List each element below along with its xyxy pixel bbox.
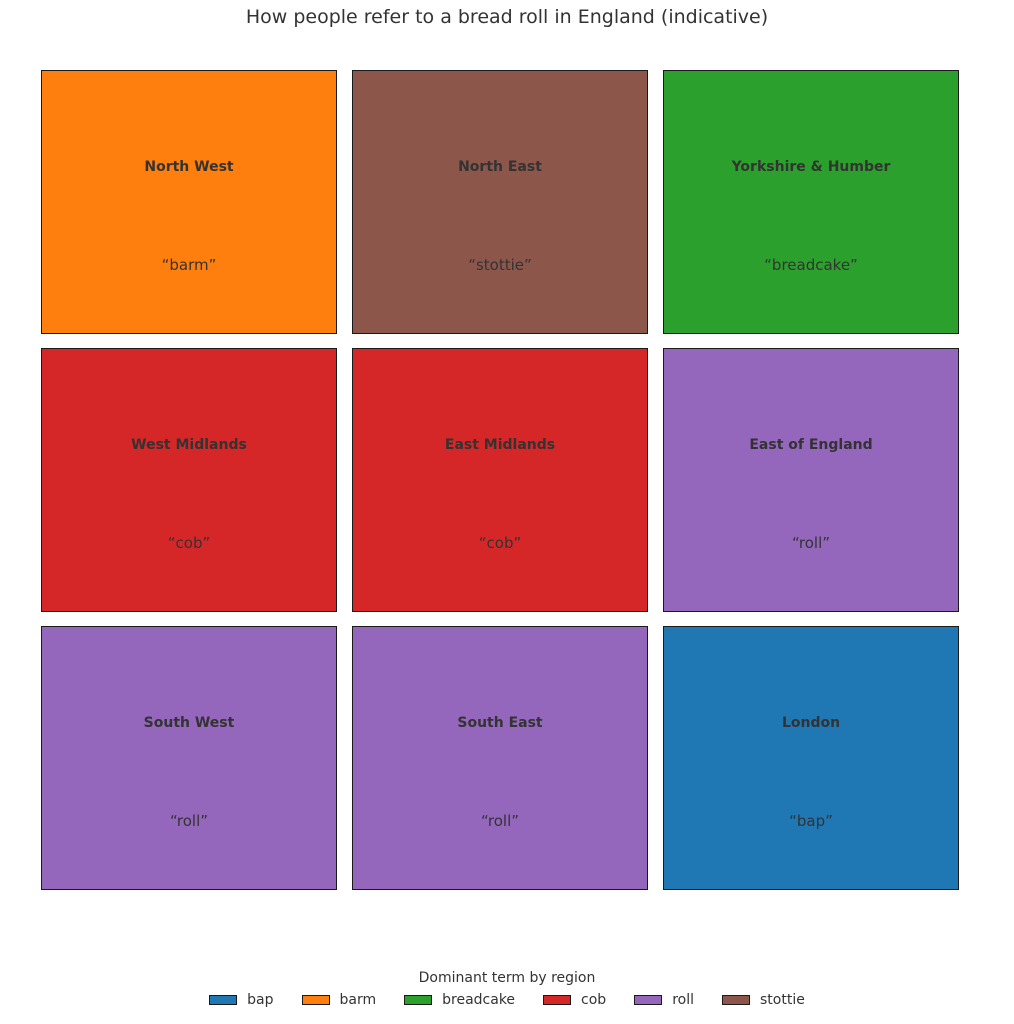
region-tile: South West “roll” (41, 626, 337, 890)
region-label: Yorkshire & Humber (731, 159, 891, 175)
region-label: South East (457, 715, 543, 731)
legend-item: breadcake (404, 992, 515, 1008)
region-label: London (781, 715, 841, 731)
term-label: “breadcake” (764, 256, 858, 274)
legend-swatch (209, 995, 238, 1005)
legend-label: breadcake (442, 992, 516, 1008)
term-label: “roll” (791, 534, 831, 552)
legend-item: roll (634, 992, 694, 1008)
legend-item: stottie (722, 992, 805, 1008)
legend-swatch (634, 995, 663, 1005)
region-tile: East Midlands “cob” (352, 348, 648, 612)
region-tile: Yorkshire & Humber “breadcake” (663, 70, 959, 334)
chart-title: How people refer to a bread roll in Engl… (245, 6, 769, 28)
region-tile: East of England “roll” (663, 348, 959, 612)
legend-label: stottie (760, 992, 805, 1008)
term-label: “cob” (478, 534, 522, 552)
region-tile: North West “barm” (41, 70, 337, 334)
legend-label: cob (581, 992, 607, 1008)
term-label: “cob” (167, 534, 211, 552)
term-label: “roll” (169, 812, 209, 830)
legend-label: barm (339, 992, 377, 1008)
region-tile: South East “roll” (352, 626, 648, 890)
legend-item: barm (301, 992, 377, 1008)
term-label: “bap” (789, 812, 833, 830)
region-label: North East (458, 159, 542, 175)
term-label: “stottie” (468, 256, 532, 274)
legend-item: cob (543, 992, 606, 1008)
legend-label: bap (247, 992, 274, 1008)
legend-swatch (404, 995, 433, 1005)
legend-swatch (301, 995, 330, 1005)
legend-label: roll (672, 992, 694, 1008)
region-label: South West (143, 715, 235, 731)
term-label: “roll” (480, 812, 520, 830)
region-tile: West Midlands “cob” (41, 348, 337, 612)
legend-item: bap (209, 992, 274, 1008)
legend-title: Dominant term by region (418, 970, 596, 986)
region-label: East of England (749, 437, 873, 453)
region-tile: North East “stottie” (352, 70, 648, 334)
region-label: North West (144, 159, 234, 175)
region-tile: London “bap” (663, 626, 959, 890)
legend-swatch (543, 995, 572, 1005)
term-label: “barm” (161, 256, 217, 274)
legend-swatch (722, 995, 750, 1005)
region-label: West Midlands (131, 437, 247, 453)
legend: bap barm breadcake cob roll stottie (0, 992, 1014, 1008)
region-label: East Midlands (444, 437, 556, 453)
